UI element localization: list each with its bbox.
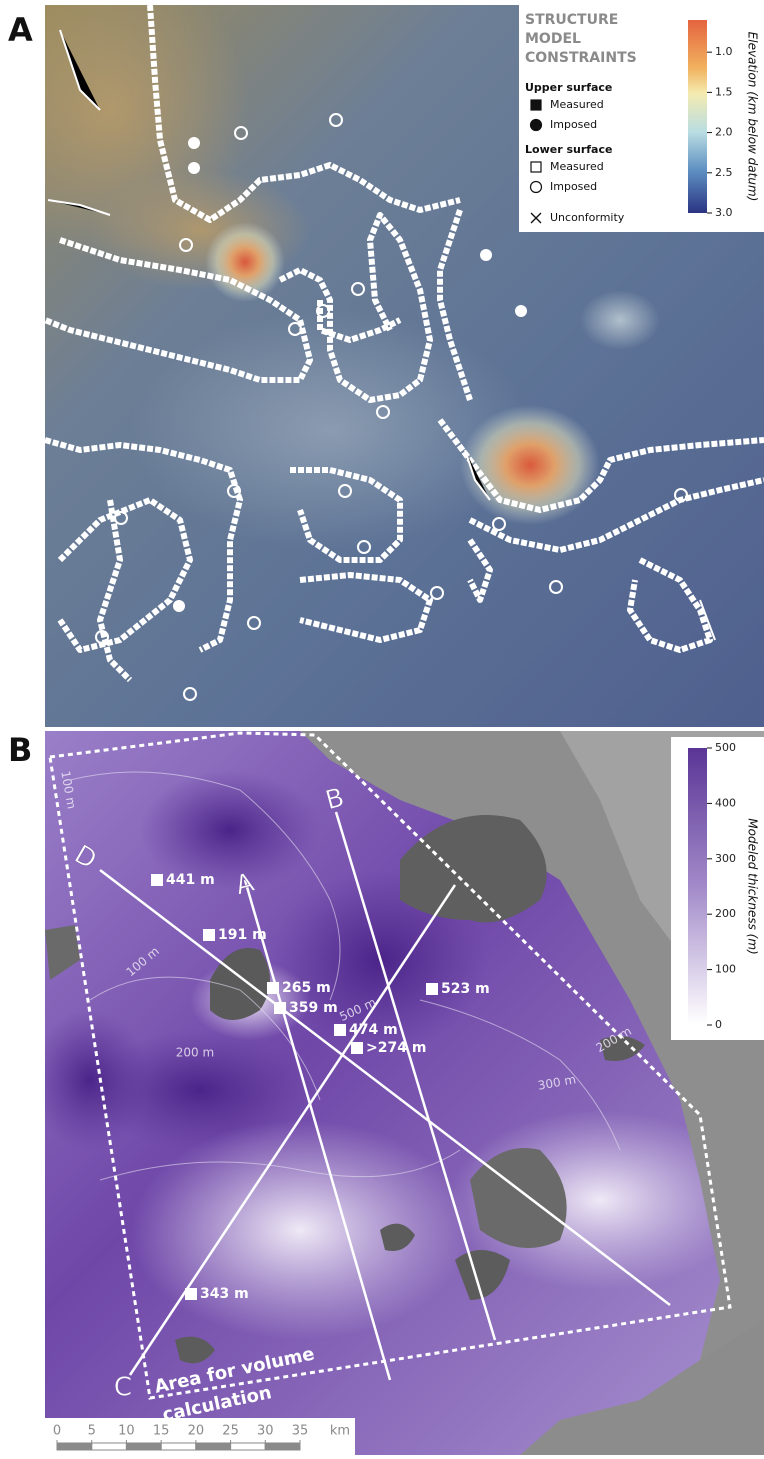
legend-symbol [531, 100, 541, 110]
colorbar-title: Modeled thickness (m) [746, 818, 760, 954]
scale-bar-label: 20 [188, 1424, 205, 1439]
colorbar [688, 20, 707, 213]
panel-letter: A [8, 11, 33, 49]
scale-bar-segment [126, 1443, 161, 1450]
scale-bar-segment [231, 1443, 266, 1450]
legend-title: CONSTRAINTS [525, 50, 637, 66]
legend-symbol [531, 120, 542, 131]
thickness-point [151, 874, 163, 886]
colorbar-tick-label: 2.5 [715, 166, 733, 179]
point-label: >274 m [366, 1040, 426, 1056]
legend-label: Imposed [550, 180, 597, 193]
colorbar-tick-label: 1.0 [715, 45, 733, 58]
figure: A B STRUCTURE MODEL CONSTRAINTS Upper surface… [0, 0, 764, 1455]
legend-label: Imposed [550, 118, 597, 131]
map-b [30, 731, 764, 1455]
colorbar-tick-label: 100 [715, 963, 736, 976]
section-label: C [114, 1373, 132, 1403]
colorbar-tick-label: 2.0 [715, 126, 733, 139]
scale-bar-label: 5 [88, 1424, 96, 1439]
colorbar-tick-label: 1.5 [715, 85, 733, 98]
point-label: 191 m [218, 927, 267, 943]
point-label: 474 m [349, 1022, 398, 1038]
legend-heading: Upper surface [525, 81, 612, 94]
colorbar-tick-label: 400 [715, 796, 736, 809]
point-label: 441 m [166, 872, 215, 888]
point-label: 343 m [200, 1286, 249, 1302]
thickness-point [334, 1024, 346, 1036]
colorbar-tick-label: 0 [715, 1018, 722, 1031]
thickness-point [426, 983, 438, 995]
legend-label: Unconformity [550, 211, 625, 224]
legend-label: Measured [550, 160, 604, 173]
point-label: 359 m [289, 1000, 338, 1016]
scale-bar-label: 0 [53, 1424, 61, 1439]
scale-bar-label: 10 [118, 1424, 135, 1439]
scale-bar-segment [92, 1443, 127, 1450]
colorbar-tick-label: 200 [715, 907, 736, 920]
scale-bar-unit: km [330, 1424, 350, 1439]
panel-letter: B [8, 731, 32, 769]
colorbar-title: Elevation (km below datum) [746, 32, 760, 202]
scale-bar-segment [196, 1443, 231, 1450]
colorbar-tick-label: 3.0 [715, 206, 733, 219]
legend-title: MODEL [525, 31, 581, 47]
scale-bar-label: 15 [153, 1424, 170, 1439]
scale-bar-label: 35 [292, 1424, 309, 1439]
legend-title: STRUCTURE [525, 12, 618, 28]
page: A B STRUCTURE MODEL CONSTRAINTS Upper surface… [0, 0, 764, 1455]
scale-bar-label: 25 [222, 1424, 239, 1439]
legend-heading: Lower surface [525, 143, 612, 156]
scale-bar-segment [265, 1443, 300, 1450]
contour-label: 200 m [176, 1046, 214, 1060]
thickness-point [203, 929, 215, 941]
thickness-point [274, 1002, 286, 1014]
colorbar [688, 748, 707, 1025]
scale-bar-segment [161, 1443, 196, 1450]
scale-bar-label: 30 [257, 1424, 274, 1439]
point-label: 523 m [441, 981, 490, 997]
point-label: 265 m [282, 980, 331, 996]
colorbar-tick-label: 300 [715, 852, 736, 865]
thickness-point [185, 1288, 197, 1300]
legend-label: Measured [550, 98, 604, 111]
thickness-point [351, 1042, 363, 1054]
scale-bar-segment [57, 1443, 92, 1450]
thickness-point [267, 982, 279, 994]
colorbar-tick-label: 500 [715, 741, 736, 754]
